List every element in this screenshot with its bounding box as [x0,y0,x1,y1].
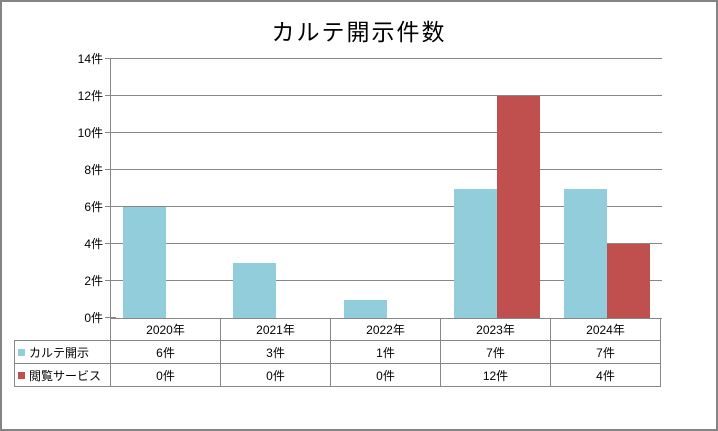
table-header-row: 2020年 2021年 2022年 2023年 2024年 [15,318,661,341]
table-corner-cell [15,319,111,341]
y-axis-tick [105,243,116,244]
y-axis-tick-label: 4件 [84,237,103,251]
bar-閲覧サービス-2024年 [606,244,650,318]
year-header-cell: 2023年 [440,318,551,341]
y-axis-tick [105,317,116,318]
year-header-cell: 2024年 [550,318,661,341]
value-cell: 4件 [550,363,661,387]
value-cell: 0件 [330,363,441,387]
gridline [111,58,662,59]
bar-カルテ開示-2024年 [563,188,607,318]
gridline [111,206,662,207]
y-axis-labels: 0件 2件 4件 6件 8件 10件 12件 14件 [22,52,103,325]
gridline [111,280,662,281]
legend-series-name: 閲覧サービス [29,368,102,383]
y-axis-tick [105,132,116,133]
legend-label-cell: カルテ開示 [14,340,111,364]
year-header-cell: 2021年 [220,318,331,341]
y-axis-tick-label: 14件 [77,52,103,66]
bar-カルテ開示-2020年 [123,207,167,318]
table-row: 閲覧サービス 0件 0件 0件 12件 4件 [14,363,661,387]
y-axis-tick-label: 8件 [84,163,103,177]
legend-color-swatch [18,371,25,379]
value-cell: 7件 [440,340,551,364]
bar-カルテ開示-2023年 [453,188,497,318]
plot-area [105,58,662,319]
data-table-body: 2020年 2021年 2022年 2023年 2024年 カルテ開示 6件 3件 1件 7件 7件… [14,318,661,387]
table-row: カルテ開示 6件 3件 1件 7件 7件 [14,340,661,364]
y-axis-tick-label: 12件 [77,89,103,103]
y-axis-tick-label: 6件 [84,200,103,214]
bar-カルテ開示-2022年 [343,299,387,318]
y-axis-tick [105,169,116,170]
y-axis-tick [105,95,116,96]
legend-label-cell: 閲覧サービス [14,363,111,387]
legend-series-name: カルテ開示 [29,345,90,360]
year-header-cell: 2022年 [330,318,441,341]
data-table: 2020年 2021年 2022年 2023年 2024年 カルテ開示 6件 3件 1件 7件 7件… [14,318,661,387]
y-axis-tick [105,206,116,207]
chart-title: カルテ開示件数 [271,19,447,45]
gridline [111,169,662,170]
value-cell: 0件 [110,363,221,387]
value-cell: 7件 [550,340,661,364]
value-cell: 6件 [110,340,221,364]
value-cell: 12件 [440,363,551,387]
gridline [111,243,662,244]
value-cell: 0件 [220,363,331,387]
gridline [111,132,662,133]
gridline [111,95,662,96]
bar-閲覧サービス-2023年 [496,96,540,318]
value-cell: 3件 [220,340,331,364]
year-header-cell: 2020年 [110,318,221,341]
y-axis-tick [105,58,116,59]
legend-color-swatch [18,348,25,356]
bar-カルテ開示-2021年 [233,262,277,318]
y-axis-tick-label: 0件 [84,311,103,325]
y-axis-tick-label: 2件 [84,274,103,288]
y-axis-tick [105,280,116,281]
y-axis-tick-label: 10件 [77,126,103,140]
value-cell: 1件 [330,340,441,364]
